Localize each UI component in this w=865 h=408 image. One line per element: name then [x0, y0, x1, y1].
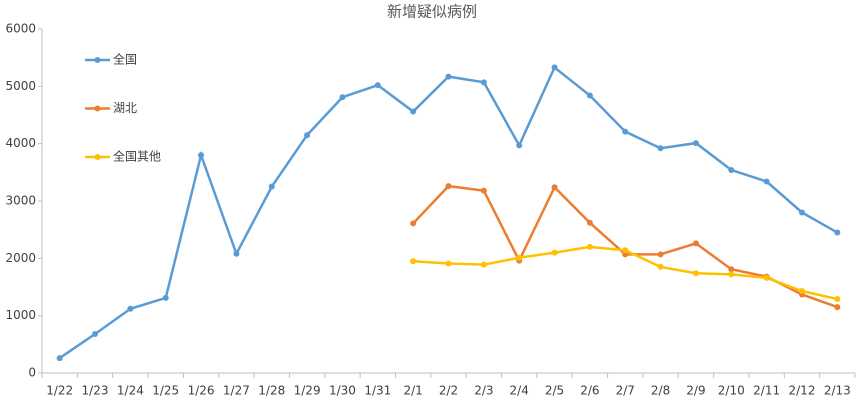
legend-label: 全国其他 [113, 149, 161, 164]
point [763, 274, 770, 281]
legend-marker [94, 105, 101, 112]
point [410, 108, 417, 115]
point [728, 266, 735, 273]
point [339, 94, 346, 101]
point [162, 294, 169, 301]
x-tick-label: 2/3 [474, 384, 493, 398]
point [410, 258, 417, 265]
y-tick-label: 3000 [5, 194, 36, 208]
point [763, 178, 770, 185]
point [622, 128, 629, 135]
point [692, 140, 699, 147]
x-tick-label: 1/30 [329, 384, 356, 398]
point [127, 305, 134, 312]
point [516, 142, 523, 149]
y-tick-label: 1000 [5, 308, 36, 322]
point [445, 260, 452, 267]
point [728, 271, 735, 278]
point [586, 92, 593, 99]
y-tick-label: 0 [28, 366, 36, 380]
x-tick-label: 1/27 [223, 384, 250, 398]
point [798, 288, 805, 295]
point [268, 183, 275, 190]
point [445, 73, 452, 80]
legend-marker [94, 57, 101, 63]
y-tick-label: 2000 [5, 251, 36, 265]
point [834, 296, 841, 303]
y-tick-label: 4000 [5, 136, 36, 150]
y-tick-label: 5000 [5, 79, 36, 93]
point [657, 145, 664, 152]
point [480, 261, 487, 268]
y-tick-label: 6000 [5, 22, 36, 36]
point [374, 82, 381, 89]
point [551, 64, 558, 71]
x-tick-label: 1/23 [82, 384, 109, 398]
x-tick-label: 1/22 [46, 384, 73, 398]
x-tick-label: 2/2 [439, 384, 458, 398]
point [798, 209, 805, 216]
point [304, 132, 311, 139]
x-tick-label: 2/12 [789, 384, 816, 398]
x-tick-label: 2/5 [545, 384, 564, 398]
point [692, 270, 699, 277]
legend-marker [94, 154, 101, 160]
x-tick-label: 1/31 [364, 384, 391, 398]
point [728, 167, 735, 174]
x-tick-label: 2/10 [718, 384, 745, 398]
point [410, 220, 417, 227]
point [586, 219, 593, 226]
point [480, 187, 487, 194]
series-line [412, 184, 838, 309]
point [692, 240, 699, 247]
legend-label: 全国 [113, 52, 137, 67]
x-tick-label: 1/29 [294, 384, 321, 398]
x-tick-label: 1/28 [258, 384, 285, 398]
point [92, 331, 99, 338]
point [834, 229, 841, 236]
series-line [58, 65, 838, 360]
x-tick-label: 2/6 [580, 384, 599, 398]
x-tick-label: 2/8 [651, 384, 670, 398]
point [445, 183, 452, 190]
x-tick-label: 2/1 [403, 384, 422, 398]
x-tick-label: 1/24 [117, 384, 144, 398]
x-tick-label: 2/4 [510, 384, 529, 398]
legend-label: 湖北 [113, 100, 137, 115]
point [834, 304, 841, 311]
point [586, 243, 593, 250]
x-tick-label: 2/13 [824, 384, 851, 398]
point [198, 152, 205, 159]
point [657, 263, 664, 270]
point [233, 250, 240, 257]
x-tick-label: 2/11 [753, 384, 780, 398]
x-tick-label: 2/7 [616, 384, 635, 398]
point [516, 254, 523, 261]
point [480, 79, 487, 86]
x-tick-label: 1/25 [152, 384, 179, 398]
point [622, 247, 629, 254]
x-tick-label: 2/9 [686, 384, 705, 398]
point [56, 355, 63, 362]
x-tick-label: 1/26 [188, 384, 215, 398]
point [551, 249, 558, 256]
point [551, 184, 558, 191]
chart-title: 新增疑似病例 [387, 3, 477, 21]
point [657, 251, 664, 258]
